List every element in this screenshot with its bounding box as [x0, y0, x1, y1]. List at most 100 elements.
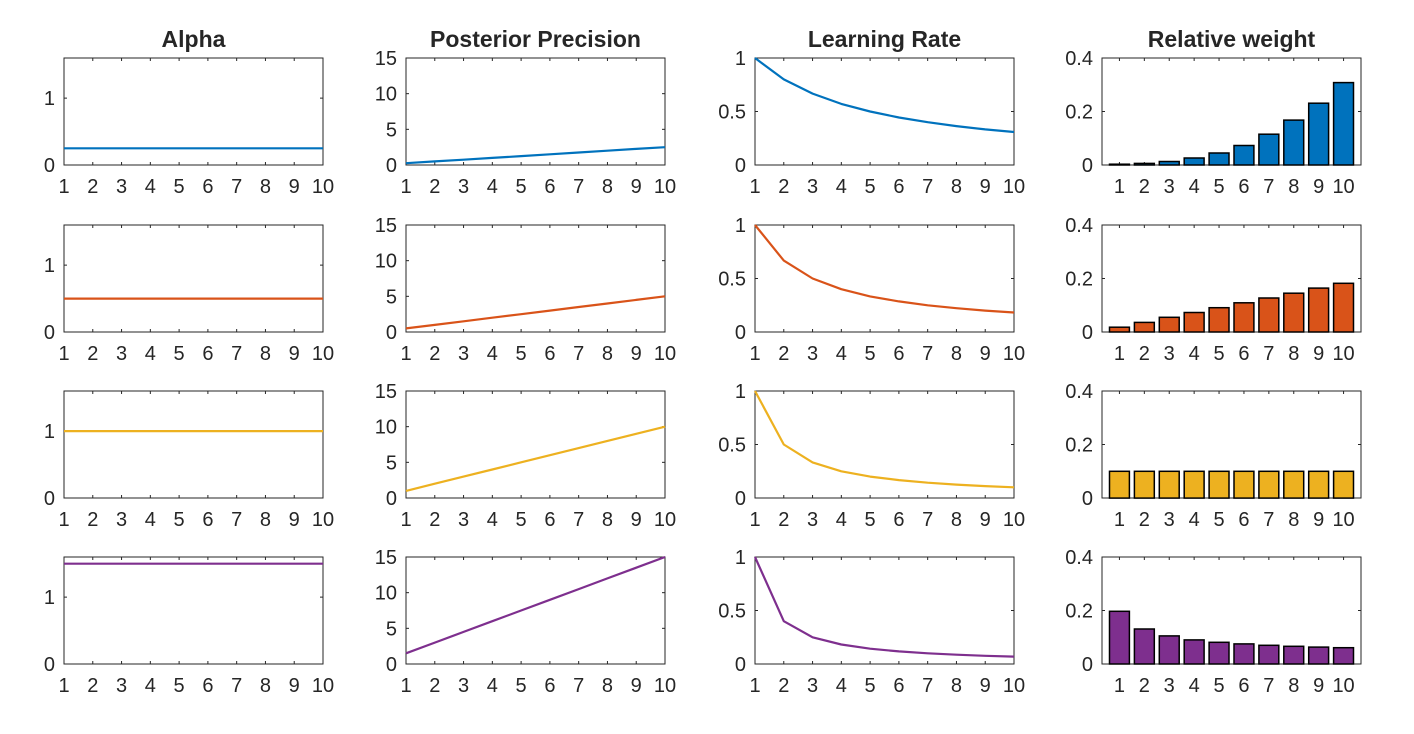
- x-tick-label: 1: [58, 343, 69, 365]
- x-tick-label: 2: [778, 343, 789, 365]
- y-tick-label: 0: [44, 322, 55, 344]
- x-tick-label: 6: [544, 509, 555, 531]
- x-tick-label: 1: [1114, 176, 1125, 198]
- x-tick-label: 1: [400, 343, 411, 365]
- x-tick-label: 6: [544, 176, 555, 198]
- bar: [1307, 646, 1330, 665]
- x-tick-label: 7: [231, 343, 242, 365]
- x-tick-label: 1: [400, 176, 411, 198]
- bar: [1332, 81, 1355, 166]
- x-tick-label: 1: [58, 176, 69, 198]
- x-tick-label: 1: [749, 343, 760, 365]
- x-tick-label: 10: [654, 675, 676, 697]
- x-tick-label: 10: [654, 176, 676, 198]
- y-tick-label: 0: [735, 654, 746, 676]
- x-tick-label: 9: [631, 509, 642, 531]
- bar: [1307, 102, 1330, 166]
- bar: [1283, 470, 1305, 499]
- bar: [1307, 287, 1330, 333]
- x-tick-label: 4: [487, 176, 498, 198]
- x-tick-label: 5: [516, 343, 527, 365]
- x-tick-label: 2: [87, 675, 98, 697]
- series-line: [405, 425, 666, 492]
- x-tick-label: 5: [174, 343, 185, 365]
- x-tick-label: 10: [1003, 509, 1025, 531]
- x-tick-label: 5: [1213, 343, 1224, 365]
- x-tick-label: 3: [807, 343, 818, 365]
- x-tick-label: 2: [778, 509, 789, 531]
- x-tick-label: 2: [1139, 176, 1150, 198]
- x-tick-label: 2: [1139, 343, 1150, 365]
- axes-box: [405, 556, 666, 665]
- x-tick-label: 2: [429, 509, 440, 531]
- x-tick-label: 3: [1164, 675, 1175, 697]
- x-tick-label: 3: [116, 675, 127, 697]
- x-tick-label: 9: [289, 343, 300, 365]
- bar: [1108, 610, 1131, 665]
- bar: [1108, 163, 1131, 166]
- y-tick-label: 0: [44, 654, 55, 676]
- x-tick-label: 8: [602, 343, 613, 365]
- bar: [1332, 282, 1355, 333]
- x-tick-label: 3: [1164, 343, 1175, 365]
- x-tick-label: 1: [1114, 343, 1125, 365]
- x-tick-label: 4: [1189, 343, 1200, 365]
- x-tick-label: 7: [573, 675, 584, 697]
- x-tick-label: 8: [260, 343, 271, 365]
- subplot-title: Alpha: [162, 26, 226, 52]
- axes-box: [754, 57, 1015, 166]
- y-tick-label: 0: [1082, 488, 1093, 510]
- x-tick-label: 4: [487, 343, 498, 365]
- y-tick-label: 1: [44, 587, 55, 609]
- x-tick-label: 4: [836, 343, 847, 365]
- x-tick-label: 3: [807, 509, 818, 531]
- x-tick-label: 8: [1288, 509, 1299, 531]
- x-tick-label: 4: [836, 675, 847, 697]
- y-tick-label: 0.4: [1065, 215, 1093, 237]
- x-tick-label: 5: [865, 509, 876, 531]
- x-tick-label: 7: [922, 509, 933, 531]
- series-line: [754, 57, 1015, 134]
- y-tick-label: 0.4: [1065, 381, 1093, 403]
- x-tick-label: 6: [202, 343, 213, 365]
- y-tick-label: 15: [375, 215, 397, 237]
- x-tick-label: 8: [951, 343, 962, 365]
- x-tick-label: 4: [836, 509, 847, 531]
- x-tick-label: 9: [980, 675, 991, 697]
- x-tick-label: 2: [778, 675, 789, 697]
- y-tick-label: 0.5: [718, 102, 746, 124]
- x-tick-label: 4: [836, 176, 847, 198]
- x-tick-label: 5: [516, 675, 527, 697]
- x-tick-label: 9: [1313, 176, 1324, 198]
- subplot-r1-c4: Relative weight 0 0.2 0.4 1 2 3 4 5 6 7 8 9 10: [1065, 26, 1362, 198]
- axes-box: [754, 390, 1015, 499]
- y-tick-label: 0: [1082, 155, 1093, 177]
- x-tick-label: 10: [654, 343, 676, 365]
- y-tick-label: 5: [386, 452, 397, 474]
- y-tick-label: 15: [375, 547, 397, 569]
- axes-box: [754, 556, 1015, 665]
- x-tick-label: 3: [458, 176, 469, 198]
- x-tick-label: 6: [544, 675, 555, 697]
- y-tick-label: 0: [386, 488, 397, 510]
- axes-box: [405, 57, 666, 166]
- bar: [1233, 470, 1255, 499]
- subplot-title: Learning Rate: [808, 26, 961, 52]
- y-tick-label: 0: [1082, 322, 1093, 344]
- x-tick-label: 8: [602, 675, 613, 697]
- x-tick-label: 10: [1332, 343, 1354, 365]
- x-tick-label: 4: [487, 509, 498, 531]
- x-tick-label: 10: [1332, 176, 1354, 198]
- bar: [1183, 157, 1205, 166]
- y-tick-label: 1: [735, 215, 746, 237]
- series-line: [754, 390, 1015, 489]
- axes-box: [63, 390, 324, 499]
- subplot-r3-c3: 00.511 2 3 4 5 6 7 8 9 10: [718, 381, 1025, 531]
- x-tick-label: 5: [865, 675, 876, 697]
- x-tick-label: 5: [1213, 675, 1224, 697]
- axes-box: [63, 224, 324, 333]
- y-tick-label: 5: [386, 286, 397, 308]
- series-line: [753, 556, 1015, 658]
- x-tick-label: 3: [116, 176, 127, 198]
